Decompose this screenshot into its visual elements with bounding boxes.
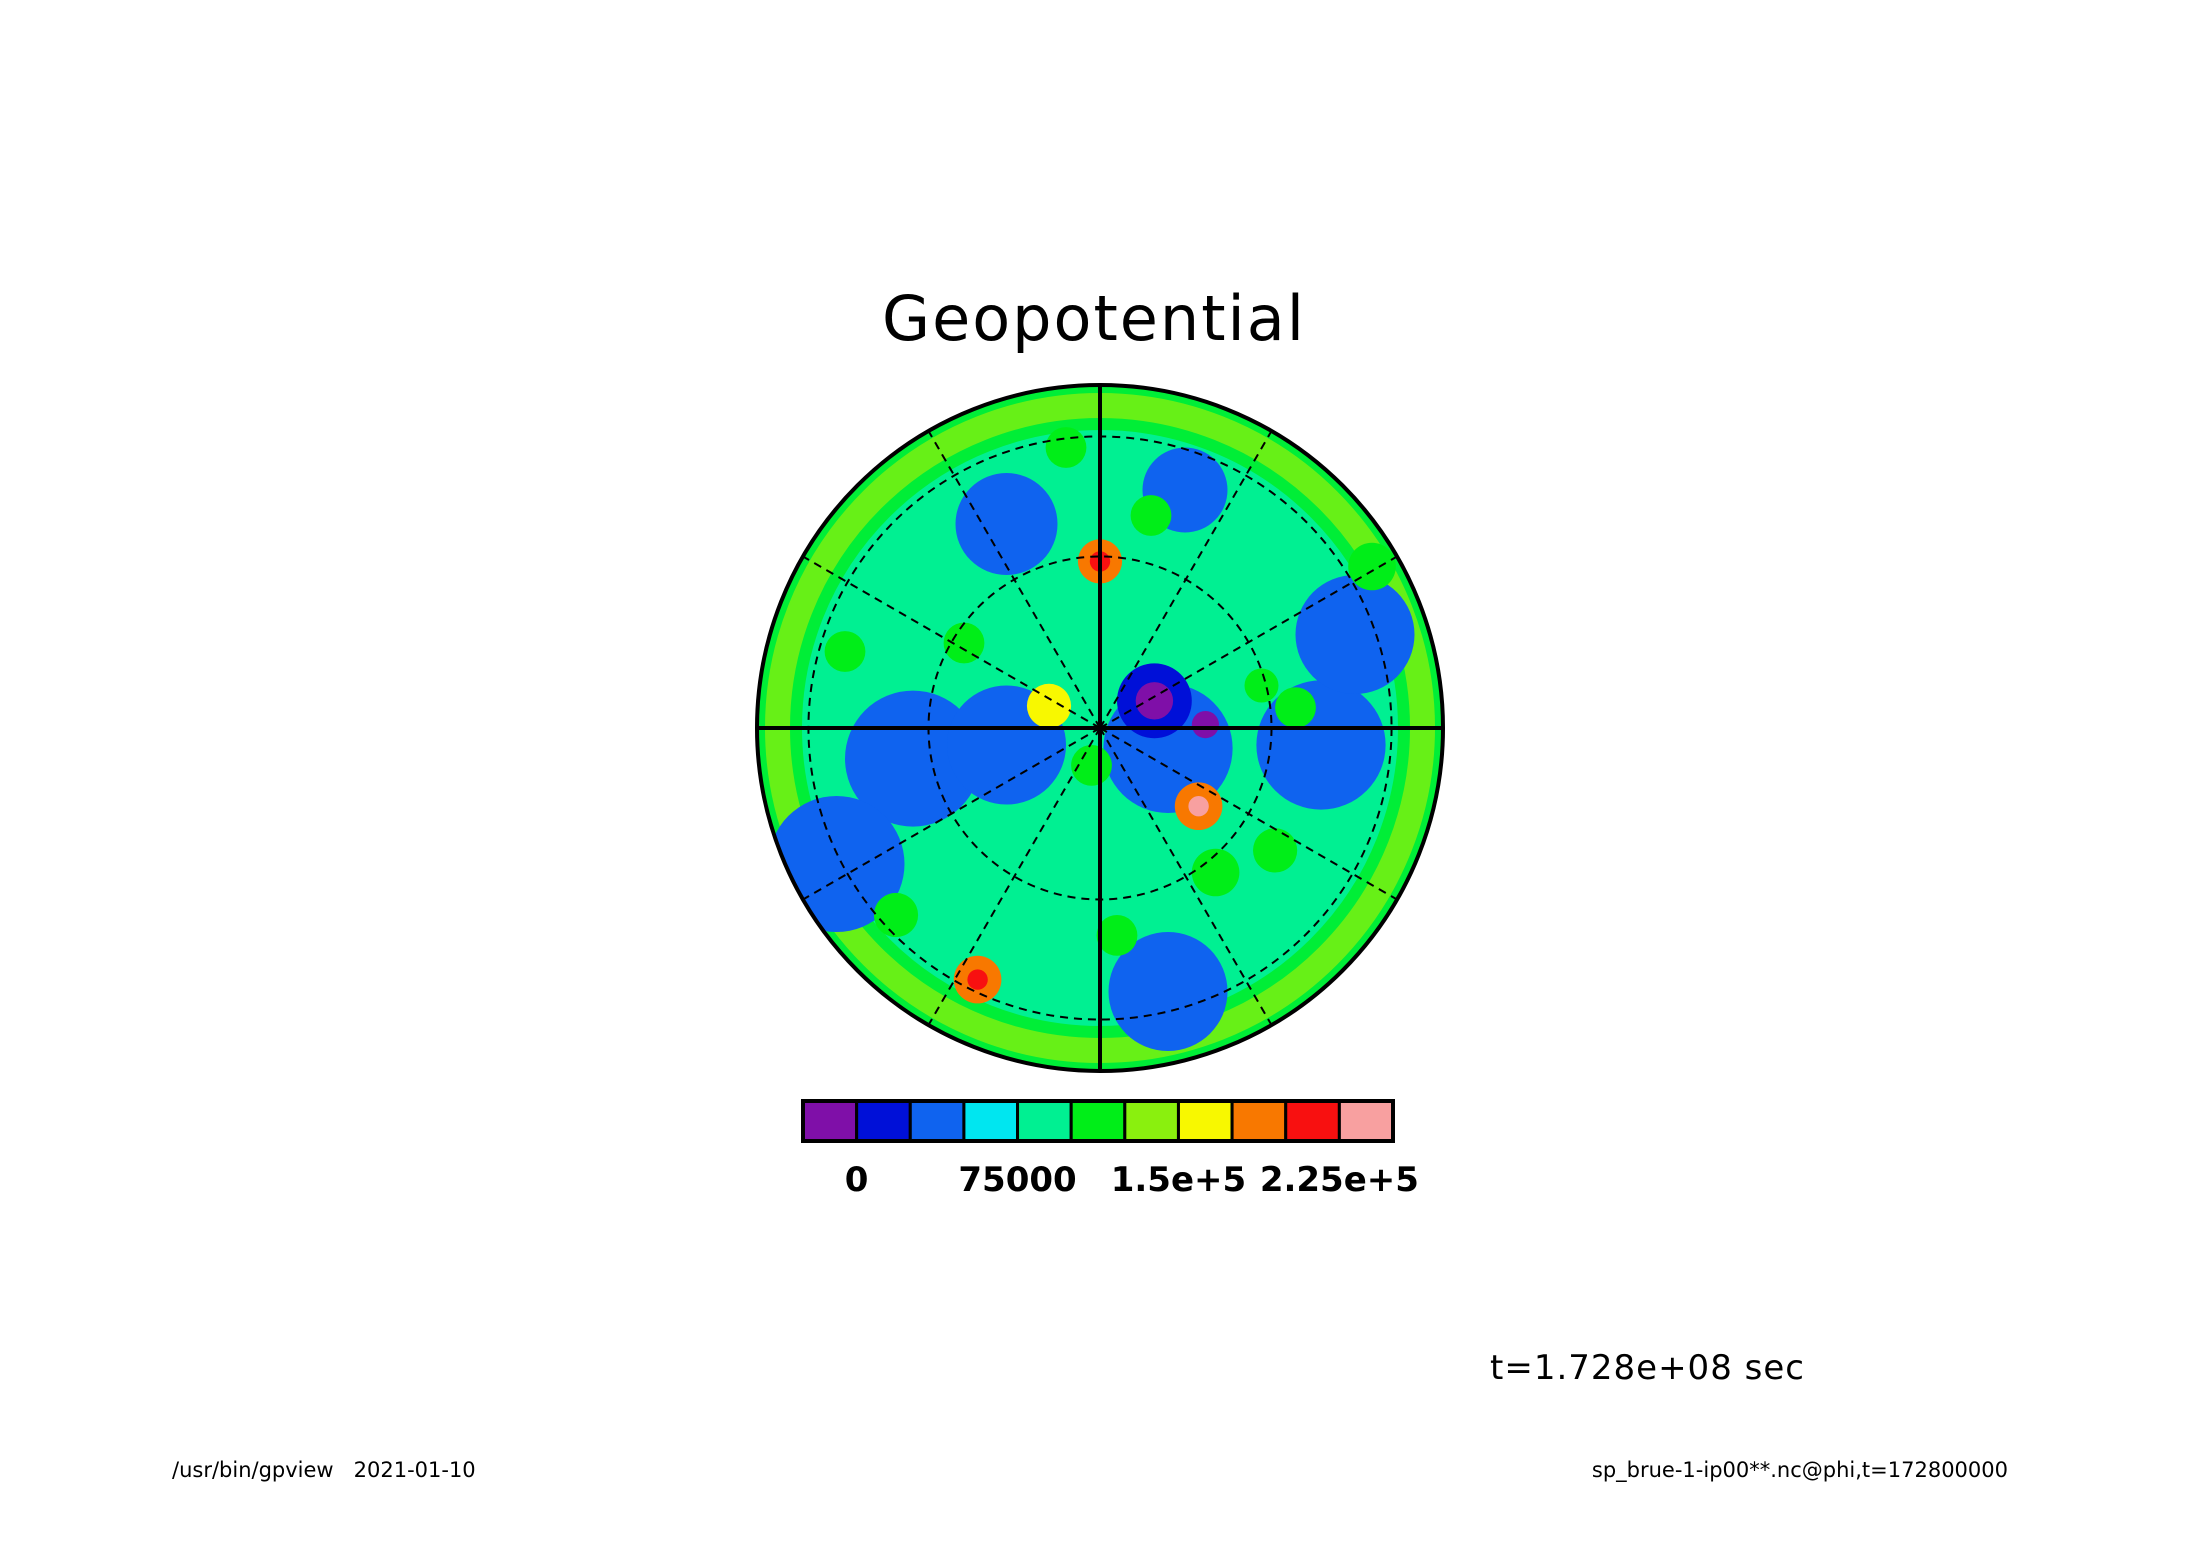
field-contour-region <box>1348 542 1396 591</box>
field-contour-region <box>1071 745 1112 786</box>
field-contour-region <box>1191 848 1240 897</box>
colorbar-swatch <box>908 1099 966 1143</box>
time-label: t=1.728e+08 sec <box>1490 1348 1805 1388</box>
colorbar-swatch <box>1123 1099 1180 1143</box>
field-contour-region <box>955 473 1058 575</box>
field-contour-region <box>1045 427 1087 468</box>
field-contour-region <box>967 969 988 990</box>
colorbar-swatch <box>962 1099 1020 1143</box>
field-contour-region <box>1256 680 1386 810</box>
colorbar-tick-label: 1.5e+5 <box>1111 1160 1246 1200</box>
chart-title: Geopotential <box>882 282 1306 355</box>
footer-program-date: /usr/bin/gpview 2021-01-10 <box>172 1458 476 1482</box>
colorbar-swatch <box>1230 1099 1288 1143</box>
meridian-line <box>927 430 1101 729</box>
colorbar-swatch <box>855 1099 912 1143</box>
colorbar-swatch <box>1016 1099 1073 1143</box>
map-grid <box>757 385 1443 1071</box>
field-contour-region <box>1244 668 1279 703</box>
meridian-line <box>1099 727 1398 901</box>
field-contour-region <box>1108 932 1228 1051</box>
colorbar-frame <box>801 1099 1395 1143</box>
field-contour-region <box>1191 711 1219 739</box>
field-contour-region <box>1096 915 1138 956</box>
field-contour-region <box>845 690 981 827</box>
colorbar-tick-label: 2.25e+5 <box>1260 1160 1419 1200</box>
colorbar-tick-labels: 0 75000 1.5e+5 2.25e+5 <box>845 1160 1419 1200</box>
field-contour-region <box>1275 687 1316 728</box>
meridian-line <box>802 555 1101 729</box>
field-contour-region <box>873 892 919 938</box>
footer-source-file: sp_brue-1-ip00**.nc@phi,t=172800000 <box>1591 1458 2008 1482</box>
field-contour-region <box>1295 575 1415 694</box>
field-contour-region <box>1135 682 1174 720</box>
colorbar-swatch <box>1176 1099 1234 1143</box>
map-border <box>755 383 1445 1073</box>
colorbar <box>801 1099 1395 1143</box>
colorbar-swatch <box>801 1099 859 1143</box>
field-contour-region <box>943 622 985 664</box>
field-contour-region <box>1253 828 1298 873</box>
meridian-line <box>1099 727 1273 1026</box>
field-contour-region <box>1130 495 1172 536</box>
colorbar-swatch <box>1069 1099 1127 1143</box>
colorbar-swatch <box>1284 1099 1341 1143</box>
field-contour-region <box>824 631 866 672</box>
colorbar-swatch <box>1337 1099 1395 1143</box>
field-contour-region <box>1188 796 1209 817</box>
field-contour-region <box>1026 683 1072 729</box>
meridian-line <box>1099 430 1273 729</box>
meridian-line <box>1099 555 1398 729</box>
colorbar-tick-label: 75000 <box>958 1160 1076 1200</box>
meridian-line <box>802 727 1101 901</box>
meridian-line <box>927 727 1101 1026</box>
colorbar-tick-label: 0 <box>845 1160 869 1200</box>
